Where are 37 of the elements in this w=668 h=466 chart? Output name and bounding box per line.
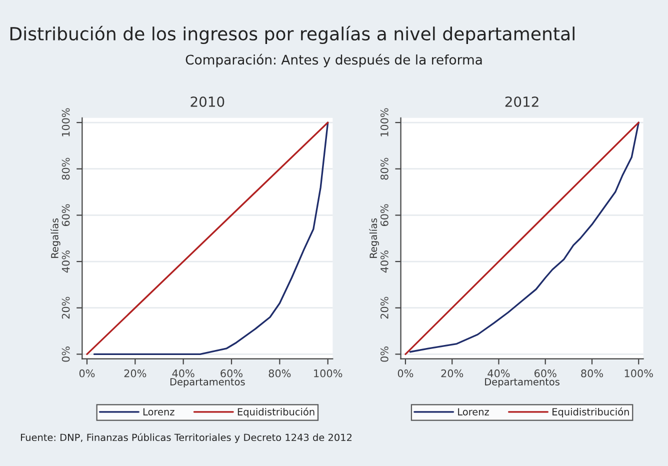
chart-title: 2012 (505, 96, 538, 107)
x-tick-label: 0% (398, 369, 414, 378)
y-tick-label: 20% (62, 296, 70, 319)
y-tick-label: 80% (62, 158, 70, 180)
x-tick-label: 20% (124, 369, 146, 378)
x-axis-title: Departamentos (170, 378, 245, 388)
text: Comparación: Antes y después de la reforma (186, 54, 482, 68)
chart-title: 2010 (190, 96, 224, 107)
x-tick-label: 60% (534, 369, 556, 378)
x-tick-label: 40% (172, 369, 194, 378)
y-tick-label: 60% (380, 204, 388, 226)
y-tick-label: 100% (380, 108, 388, 136)
legend-label: Lorenz (458, 408, 489, 416)
y-tick-label: 20% (380, 296, 388, 319)
y-tick-label: 0% (380, 346, 388, 362)
y-tick-label: 80% (380, 158, 388, 180)
x-tick-label: 0% (79, 369, 95, 378)
legend-label: Equidistribución (552, 408, 629, 418)
legend-label: Equidistribución (238, 408, 314, 418)
y-tick-label: 0% (62, 346, 70, 362)
x-tick-label: 80% (268, 369, 291, 378)
legend-label: Lorenz (143, 408, 174, 416)
source-note: Fuente: DNP, Finanzas Públicas Territoriales y Decreto 1243 de 2012 (20, 433, 352, 443)
x-tick-label: 80% (581, 369, 603, 378)
y-axis-title: Regalías (50, 218, 60, 258)
x-tick-label: 100% (314, 369, 342, 378)
x-tick-label: 60% (220, 369, 242, 378)
y-tick-label: 40% (62, 250, 70, 273)
y-tick-label: 100% (62, 108, 70, 136)
text: Distribución de los ingresos por regalías a nivel departamental (10, 26, 574, 44)
x-tick-label: 20% (441, 369, 464, 378)
x-axis-title: Departamentos (485, 378, 560, 388)
y-axis-title: Regalías (369, 218, 379, 258)
x-tick-label: 40% (488, 369, 510, 378)
y-tick-label: 60% (62, 204, 70, 226)
x-tick-label: 100% (624, 369, 653, 378)
y-tick-label: 40% (380, 250, 388, 273)
